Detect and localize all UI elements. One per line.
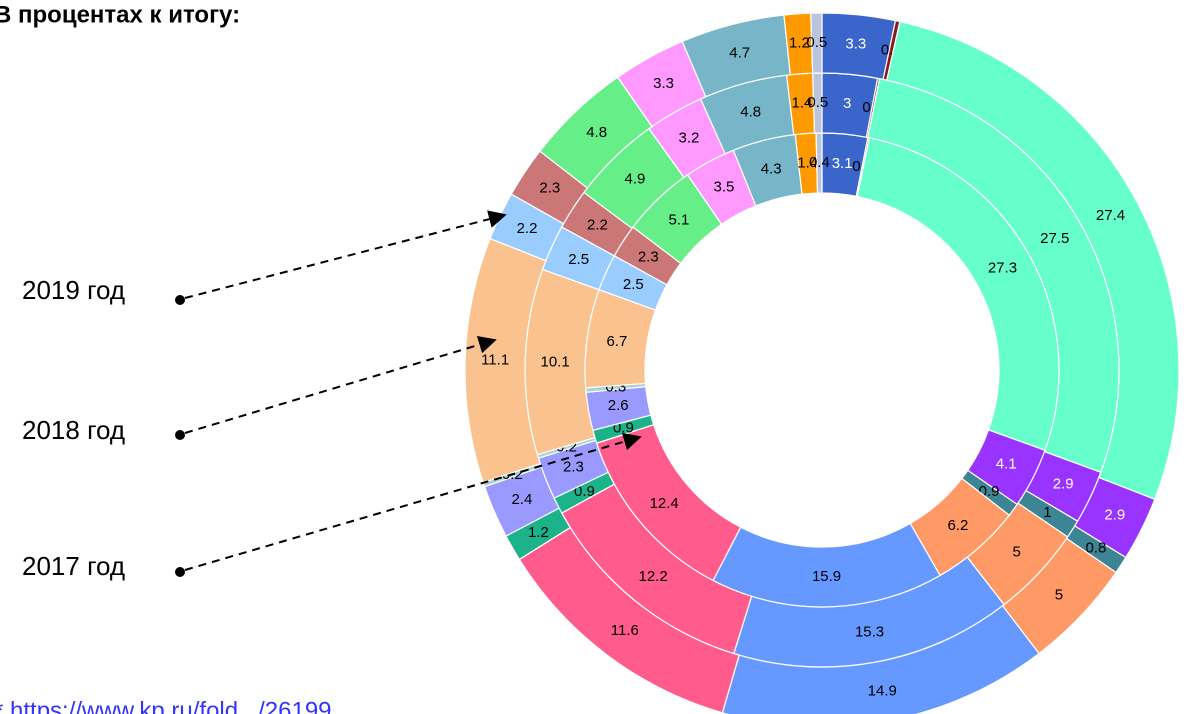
callout-dot	[175, 430, 185, 440]
segment-label: 27.5	[1040, 230, 1069, 247]
segment-label: 1.2	[789, 35, 810, 52]
segment-label: 27.3	[988, 260, 1017, 277]
year-callouts: 2019 год 2018 год 2017 год	[22, 210, 642, 581]
year-label: 2019 год	[22, 275, 125, 305]
callout-arrow	[184, 210, 507, 299]
segment-label: 2.5	[568, 251, 589, 268]
segment-label: 0.8	[1085, 540, 1106, 557]
segment-label: 15.9	[812, 568, 841, 585]
segment-label: 5	[1055, 586, 1063, 603]
callout-dot	[175, 567, 185, 577]
segment-label: 0.5	[807, 94, 828, 111]
segment-label: 2.9	[1053, 475, 1074, 492]
segment-label: 1	[1043, 504, 1051, 521]
segment-label: 10.1	[541, 353, 570, 370]
segment-label: 3.1	[832, 155, 853, 172]
segment-label: 3.5	[714, 179, 735, 196]
segment-label: 11.1	[481, 352, 509, 369]
segment-label: 6.2	[947, 517, 968, 534]
segment-label: 2.6	[608, 397, 629, 414]
ring-segment	[886, 20, 1180, 501]
segment-label: 4.1	[996, 456, 1017, 473]
segment-label: 2.3	[563, 458, 584, 475]
segment-label: 6.7	[606, 333, 627, 350]
segment-label: 2.5	[623, 276, 644, 293]
segment-label: 0.4	[809, 154, 830, 171]
chart-title: В процентах к итогу:	[0, 1, 240, 28]
footnote: * https://www.kp.ru/fold.../26199	[0, 697, 332, 714]
segment-label: 27.4	[1096, 207, 1125, 224]
segment-label: 4.7	[729, 44, 750, 61]
segment-label: 4.3	[761, 160, 782, 177]
segment-label: 1.4	[797, 154, 818, 171]
segment-label: 12.4	[650, 495, 679, 512]
callout-arrow	[184, 336, 497, 434]
segment-label: 2.2	[587, 216, 608, 233]
segment-label: 3.3	[653, 75, 674, 92]
segment-label: 3	[843, 95, 851, 112]
year-label: 2018 год	[22, 415, 125, 445]
segment-label: 3.2	[679, 129, 700, 146]
rings: 3.1 0.127.34.10.96.215.912.40.92.60.36.72…	[464, 12, 1180, 714]
year-label: 2017 год	[22, 551, 125, 581]
segment-label: 4.8	[740, 104, 761, 121]
segment-label: 1.2	[528, 524, 549, 541]
segment-label: 12.2	[639, 568, 668, 585]
segment-label: 0.5	[806, 34, 827, 51]
segment-label: 2.2	[517, 220, 538, 237]
segment-label: 2.9	[1104, 507, 1125, 524]
segment-label: 5.1	[668, 211, 689, 228]
segment-label: 2.3	[539, 180, 560, 197]
segment-label: 2.4	[511, 491, 532, 508]
segment-label: 11.6	[611, 622, 639, 639]
segment-label: 3.3	[845, 36, 866, 53]
segment-label: 0.9	[574, 483, 595, 500]
segment-label: 5	[1012, 544, 1020, 561]
segment-label: 15.3	[855, 624, 884, 641]
segment-label: 4.9	[625, 170, 646, 187]
segment-label: 2.3	[638, 248, 659, 265]
callout-dot	[175, 295, 185, 305]
ring-segment	[810, 12, 823, 74]
segment-label: 14.9	[868, 682, 897, 699]
segment-label: 1.4	[791, 95, 812, 112]
segment-label: 4.8	[586, 124, 607, 141]
callout-arrow	[184, 432, 642, 571]
